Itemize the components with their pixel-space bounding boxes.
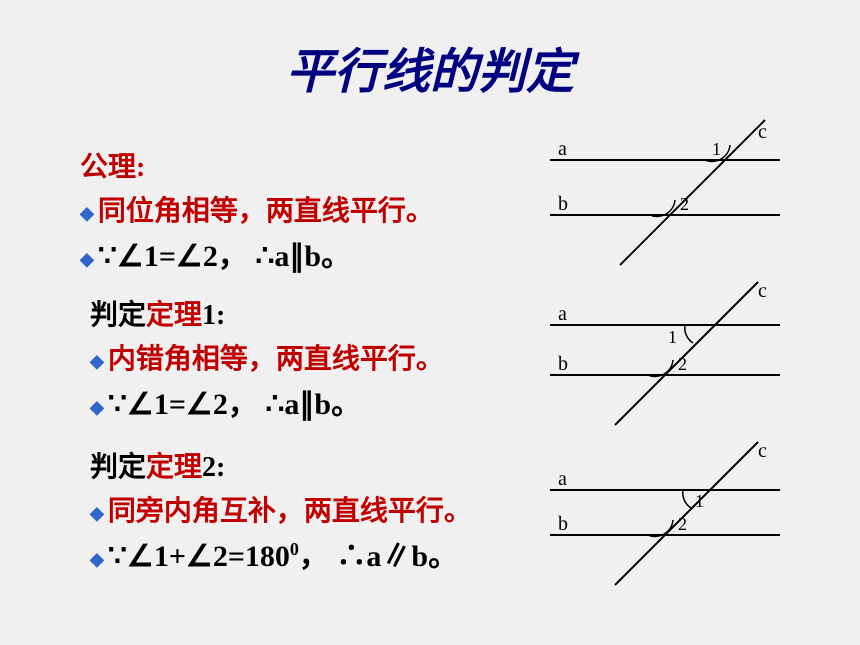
bullet-icon: ◆ xyxy=(90,503,104,523)
axiom-formula: ◆∵∠1=∠2， ∴a∥b。 xyxy=(80,231,434,275)
label-b: b xyxy=(558,193,568,215)
bullet-icon: ◆ xyxy=(90,549,104,569)
page-title: 平行线的判定 xyxy=(0,32,860,102)
angle-1: 1 xyxy=(712,139,721,159)
section-theorem1: 判定定理1: ◆内错角相等，两直线平行。 ◆∵∠1=∠2， ∴a∥b。 xyxy=(90,293,444,423)
arc-1 xyxy=(685,325,693,343)
label-b: b xyxy=(558,353,568,375)
label-c: c xyxy=(758,280,767,302)
label-c: c xyxy=(758,121,767,143)
theorem1-heading: 判定定理1: xyxy=(90,293,444,333)
angle-2: 2 xyxy=(678,354,687,374)
angle-1: 1 xyxy=(668,327,677,347)
angle-2: 2 xyxy=(678,514,687,534)
arc-1 xyxy=(683,490,691,508)
axiom-theorem: ◆同位角相等，两直线平行。 xyxy=(80,189,434,229)
angle-1: 1 xyxy=(695,491,704,511)
theorem2-text: ◆同旁内角互补，两直线平行。 xyxy=(90,489,472,529)
angle-2: 2 xyxy=(680,194,689,214)
arc-2 xyxy=(648,360,673,376)
axiom-heading: 公理: xyxy=(80,145,434,185)
section-axiom: 公理: ◆同位角相等，两直线平行。 ◆∵∠1=∠2， ∴a∥b。 xyxy=(80,145,434,275)
theorem1-formula: ◆∵∠1=∠2， ∴a∥b。 xyxy=(90,379,444,423)
bullet-icon: ◆ xyxy=(80,249,94,269)
heading-text: 公理 xyxy=(80,152,136,183)
label-a: a xyxy=(558,468,567,490)
theorem2-formula: ◆∵∠1+∠2=1800， ∴a∥b。 xyxy=(90,531,472,575)
diagram-corresponding-angles: a b c 1 2 xyxy=(540,110,820,270)
bullet-icon: ◆ xyxy=(80,203,94,223)
line-c xyxy=(620,120,765,265)
diagram-cointerior-angles: a b c 1 2 xyxy=(540,435,820,595)
label-b: b xyxy=(558,513,568,535)
theorem2-heading: 判定定理2: xyxy=(90,445,472,485)
arc-2 xyxy=(648,520,673,536)
bullet-icon: ◆ xyxy=(90,351,104,371)
label-a: a xyxy=(558,303,567,325)
section-theorem2: 判定定理2: ◆同旁内角互补，两直线平行。 ◆∵∠1+∠2=1800， ∴a∥b… xyxy=(90,445,472,575)
theorem1-text: ◆内错角相等，两直线平行。 xyxy=(90,337,444,377)
diagram-alternate-angles: a b c 1 2 xyxy=(540,275,820,435)
bullet-icon: ◆ xyxy=(90,397,104,417)
label-c: c xyxy=(758,440,767,462)
label-a: a xyxy=(558,138,567,160)
